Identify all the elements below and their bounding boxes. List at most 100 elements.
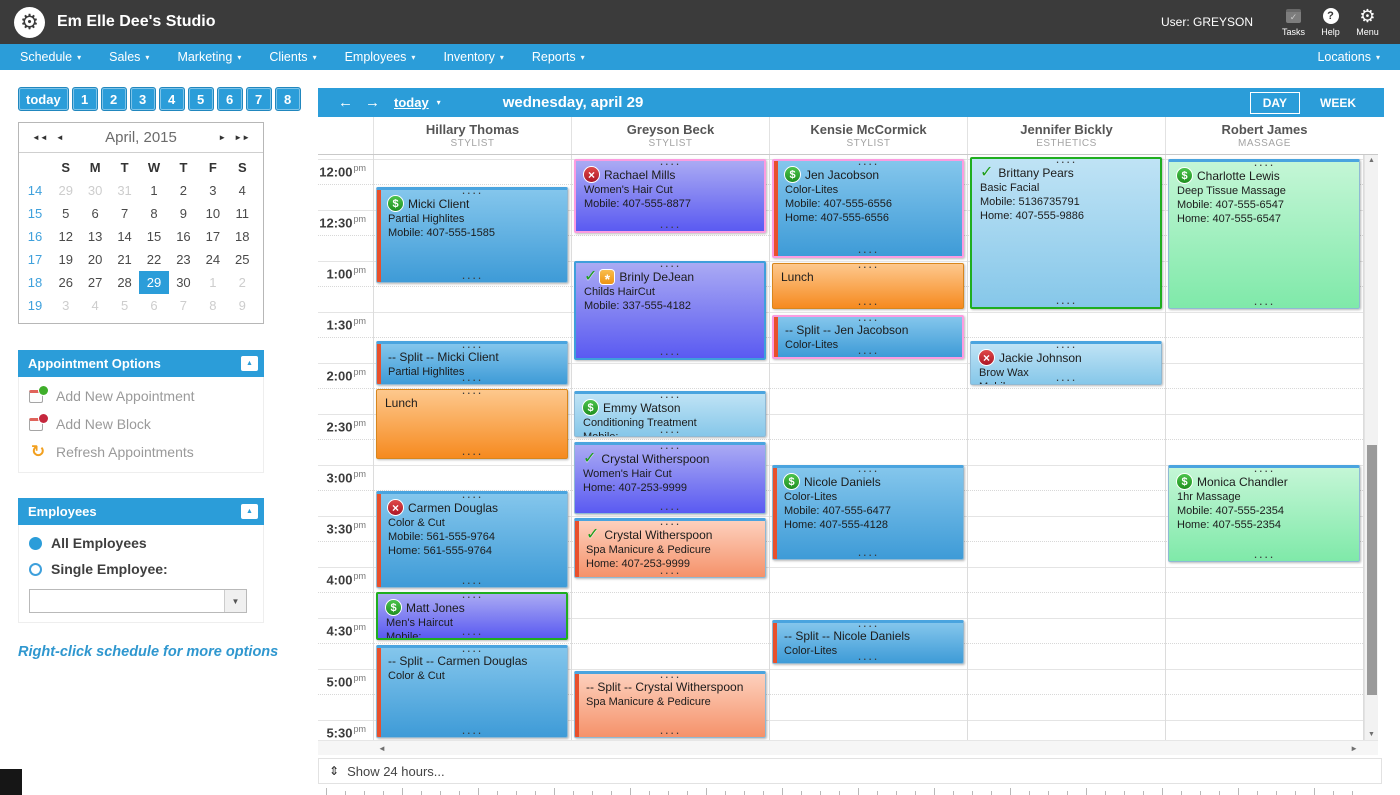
drag-handle-top[interactable]: ···· bbox=[659, 446, 680, 451]
mini-cal-day[interactable]: 7 bbox=[179, 298, 188, 313]
collapse-icon[interactable]: ▲ bbox=[241, 356, 258, 371]
mini-cal-day[interactable]: 10 bbox=[205, 206, 221, 221]
appointment-matt-jones[interactable]: ···· $ Matt Jones Men's Haircut Mobile: ···· bbox=[376, 592, 568, 640]
radio-icon[interactable] bbox=[29, 562, 42, 576]
mini-cal-day[interactable]: 9 bbox=[238, 298, 246, 313]
mini-cal-day[interactable]: 13 bbox=[87, 229, 103, 244]
appointment-charlotte-lewis[interactable]: ···· $ Charlotte Lewis Deep Tissue Massage M… bbox=[1168, 159, 1360, 309]
drag-handle-bottom[interactable]: ···· bbox=[461, 276, 482, 281]
drag-handle-bottom[interactable]: ···· bbox=[857, 250, 878, 255]
mini-cal-day[interactable]: 24 bbox=[205, 252, 221, 267]
mini-cal-day[interactable]: 15 bbox=[146, 229, 162, 244]
mini-cal-day[interactable]: 29 bbox=[58, 183, 73, 198]
scroll-left-icon[interactable]: ◄ bbox=[378, 744, 386, 753]
appointment-crystal-witherspoon[interactable]: ···· ✓ Crystal Witherspoon Spa Manicure & P… bbox=[574, 518, 766, 578]
quick-button-7[interactable]: 7 bbox=[245, 87, 272, 111]
drag-handle-top[interactable]: ···· bbox=[659, 162, 680, 167]
drag-handle-bottom[interactable]: ···· bbox=[1055, 378, 1076, 383]
help-button[interactable]: ? Help bbox=[1312, 8, 1349, 37]
mini-cal-day[interactable]: 4 bbox=[91, 298, 99, 313]
collapse-icon[interactable]: ▲ bbox=[241, 504, 258, 519]
nav-item-clients[interactable]: Clients ▾ bbox=[255, 44, 330, 70]
drag-handle-top[interactable]: ···· bbox=[1253, 163, 1274, 168]
mini-cal-day[interactable]: 9 bbox=[179, 206, 188, 221]
radio-all-employees[interactable]: All Employees bbox=[19, 530, 263, 556]
drag-handle-top[interactable]: ···· bbox=[857, 318, 878, 323]
mini-cal-day[interactable]: 16 bbox=[176, 229, 191, 244]
drag-handle-bottom[interactable]: ···· bbox=[461, 632, 482, 637]
mini-cal-day[interactable]: 1 bbox=[209, 275, 217, 290]
prev-year-icon[interactable]: ◄◄ bbox=[32, 133, 48, 142]
calendar-body[interactable]: ▲ ▼ 12:00pm 12:30pm 1:00pm 1:30pm 2:00pm 2:30… bbox=[318, 155, 1378, 740]
prev-day-icon[interactable]: ← bbox=[338, 94, 353, 111]
mini-cal-day[interactable]: 4 bbox=[238, 183, 246, 198]
today-link[interactable]: today bbox=[394, 95, 429, 110]
drag-handle-top[interactable]: ···· bbox=[1055, 160, 1076, 165]
drag-handle-bottom[interactable]: ···· bbox=[659, 225, 680, 230]
appointment-split-nicole-daniels[interactable]: ····-- Split -- Nicole DanielsColor-Lite… bbox=[772, 620, 964, 664]
mini-cal-day[interactable]: 8 bbox=[209, 298, 217, 313]
mini-cal-day[interactable]: 28 bbox=[117, 275, 132, 290]
mini-cal-day[interactable]: 23 bbox=[176, 252, 191, 267]
mini-cal-day[interactable]: 20 bbox=[87, 252, 103, 267]
next-month-icon[interactable]: ► bbox=[218, 133, 227, 142]
drag-handle-top[interactable]: ···· bbox=[461, 345, 482, 350]
appointment-jen-jacobson[interactable]: ···· $ Jen Jacobson Color-Lites Mobile: 407-… bbox=[772, 159, 964, 258]
mini-cal-week-number[interactable]: 14 bbox=[27, 183, 43, 198]
appointment-micki-client[interactable]: ···· $ Micki Client Partial Highlites Mobile… bbox=[376, 187, 568, 283]
appointment-brittany-pears[interactable]: ···· ✓ Brittany Pears Basic Facial Mobile: 5… bbox=[970, 157, 1162, 309]
mini-cal-week-number[interactable]: 15 bbox=[27, 206, 43, 221]
appointment-monica-chandler[interactable]: ···· $ Monica Chandler 1hr Massage Mobile: 4… bbox=[1168, 465, 1360, 562]
vertical-scrollbar[interactable]: ▲ ▼ bbox=[1364, 155, 1378, 740]
drag-handle-bottom[interactable]: ···· bbox=[1253, 302, 1274, 307]
drag-handle-bottom[interactable]: ···· bbox=[461, 452, 482, 457]
drag-handle-bottom[interactable]: ···· bbox=[461, 731, 482, 736]
drag-handle-top[interactable]: ···· bbox=[461, 495, 482, 500]
drag-handle-bottom[interactable]: ···· bbox=[1253, 555, 1274, 560]
drag-handle-top[interactable]: ···· bbox=[659, 675, 680, 680]
mini-cal-day[interactable]: 6 bbox=[91, 206, 99, 221]
mini-cal-day[interactable]: 22 bbox=[146, 252, 162, 267]
appointment-nicole-daniels[interactable]: ···· $ Nicole Daniels Color-Lites Mobile: 40… bbox=[772, 465, 964, 560]
mini-cal-day[interactable]: 3 bbox=[62, 298, 70, 313]
drag-handle-top[interactable]: ···· bbox=[659, 264, 680, 269]
mini-cal-day[interactable]: 29 bbox=[139, 271, 169, 294]
drag-handle-bottom[interactable]: ···· bbox=[659, 731, 680, 736]
mini-cal-day[interactable]: 19 bbox=[58, 252, 73, 267]
refresh-appointments-item[interactable]: ↻ Refresh Appointments bbox=[19, 438, 263, 466]
mini-cal-day[interactable]: 8 bbox=[150, 206, 158, 221]
nav-item-employees[interactable]: Employees ▾ bbox=[331, 44, 430, 70]
scroll-down-icon[interactable]: ▼ bbox=[1368, 731, 1375, 738]
drag-handle-bottom[interactable]: ···· bbox=[1055, 301, 1076, 306]
add-new-block-item[interactable]: Add New Block bbox=[19, 410, 263, 438]
quick-button-2[interactable]: 2 bbox=[100, 87, 127, 111]
drag-handle-bottom[interactable]: ···· bbox=[857, 657, 878, 662]
mini-cal-day[interactable]: 14 bbox=[117, 229, 132, 244]
mini-cal-day[interactable]: 25 bbox=[235, 252, 250, 267]
drag-handle-top[interactable]: ···· bbox=[857, 265, 878, 270]
mini-cal-week-number[interactable]: 19 bbox=[27, 298, 43, 313]
mini-cal-day[interactable]: 30 bbox=[176, 275, 191, 290]
mini-cal-day[interactable]: 1 bbox=[150, 183, 158, 198]
nav-item-inventory[interactable]: Inventory ▾ bbox=[429, 44, 517, 70]
day-view-button[interactable]: DAY bbox=[1249, 91, 1300, 114]
drag-handle-top[interactable]: ···· bbox=[461, 191, 482, 196]
mini-cal-week-number[interactable]: 18 bbox=[27, 275, 43, 290]
quick-button-4[interactable]: 4 bbox=[158, 87, 185, 111]
quick-button-5[interactable]: 5 bbox=[187, 87, 214, 111]
appointment-rachael-mills[interactable]: ···· × Rachael Mills Women's Hair Cut Mobile… bbox=[574, 159, 766, 233]
drag-handle-top[interactable]: ···· bbox=[461, 649, 482, 654]
drag-handle-bottom[interactable]: ···· bbox=[461, 378, 482, 383]
radio-single-employee[interactable]: Single Employee: bbox=[19, 556, 263, 582]
appointment-crystal-witherspoon[interactable]: ···· ✓ Crystal Witherspoon Women's Hair Cut… bbox=[574, 442, 766, 514]
quick-button-3[interactable]: 3 bbox=[129, 87, 156, 111]
drag-handle-top[interactable]: ···· bbox=[857, 162, 878, 167]
mini-cal-day[interactable]: 21 bbox=[117, 252, 132, 267]
drag-handle-top[interactable]: ···· bbox=[659, 522, 680, 527]
mini-cal-day[interactable]: 17 bbox=[205, 229, 221, 244]
appointment-options-header[interactable]: Appointment Options ▲ bbox=[18, 350, 264, 377]
mini-cal-week-number[interactable]: 17 bbox=[27, 252, 43, 267]
chevron-down-icon[interactable]: ▼ bbox=[224, 590, 246, 612]
